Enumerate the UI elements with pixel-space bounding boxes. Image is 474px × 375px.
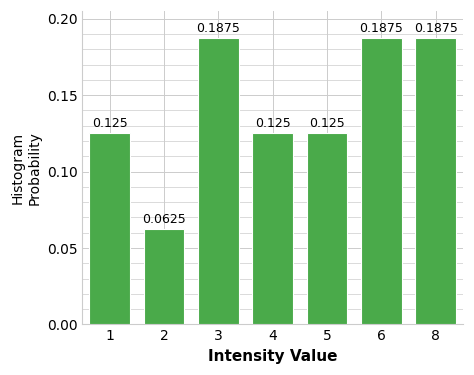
Text: 0.0625: 0.0625 bbox=[142, 213, 186, 226]
Bar bbox=[144, 229, 184, 324]
Bar bbox=[89, 134, 130, 324]
Text: 0.125: 0.125 bbox=[255, 117, 291, 130]
Text: 0.1875: 0.1875 bbox=[359, 22, 403, 35]
Text: 0.125: 0.125 bbox=[92, 117, 128, 130]
Bar bbox=[252, 134, 293, 324]
Bar bbox=[415, 38, 456, 324]
Bar bbox=[361, 38, 402, 324]
Bar bbox=[307, 134, 347, 324]
Y-axis label: Histogram
Probability: Histogram Probability bbox=[11, 131, 41, 205]
Bar bbox=[198, 38, 239, 324]
X-axis label: Intensity Value: Intensity Value bbox=[208, 349, 337, 364]
Text: 0.1875: 0.1875 bbox=[414, 22, 458, 35]
Text: 0.1875: 0.1875 bbox=[196, 22, 240, 35]
Text: 0.125: 0.125 bbox=[309, 117, 345, 130]
